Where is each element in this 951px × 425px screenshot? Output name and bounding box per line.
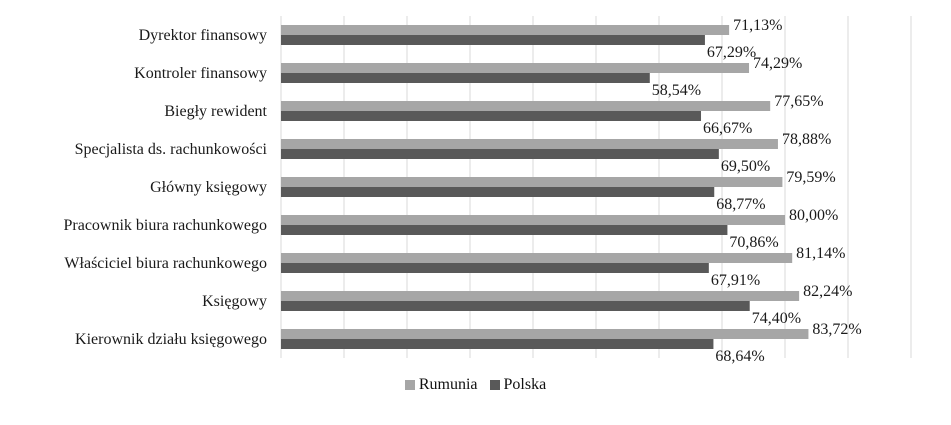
bar-polska-kontroler-finansowy: [281, 73, 650, 83]
bar-rumunia-kontroler-finansowy: [281, 63, 750, 73]
category-label-kierownik-dzialu-ksiegowego: Kierownik działu księgowego: [75, 331, 267, 348]
value-label-polska-wlasciciel-biura-rachunkowego: 67,91%: [711, 272, 760, 289]
category-label-wlasciciel-biura-rachunkowego: Właściciel biura rachunkowego: [64, 255, 267, 272]
value-labels: 71,13% 67,29%74,29% 58,54% 77,65% 66,67% 78,8…: [652, 17, 862, 365]
bar-rumunia-kierownik-dzialu-ksiegowego: [281, 329, 809, 339]
bar-polska-specjalista-ds-rachunkowosci: [281, 149, 719, 159]
bar-polska-dyrektor-finansowy: [281, 35, 705, 45]
category-label-glowny-ksiegowy: Główny księgowy: [150, 179, 267, 196]
value-label-rumunia-kontroler-finansowy: 74,29%: [753, 55, 802, 72]
category-labels: Dyrektor finansowy Kontroler finansowy Bie…: [64, 27, 268, 348]
bar-polska-wlasciciel-biura-rachunkowego: [281, 263, 709, 273]
bar-rumunia-pracownik-biura-rachunkowego: [281, 215, 785, 225]
bar-polska-glowny-ksiegowy: [281, 187, 715, 197]
legend: Rumunia Polska: [0, 376, 951, 395]
category-label-kontroler-finansowy: Kontroler finansowy: [134, 65, 267, 82]
bars: [281, 25, 809, 349]
legend-item-rumunia: Rumunia: [404, 376, 478, 394]
value-label-rumunia-wlasciciel-biura-rachunkowego: 81,14%: [796, 245, 845, 262]
value-label-rumunia-specjalista-ds-rachunkowosci: 78,88%: [782, 131, 831, 148]
value-label-polska-ksiegowy: 74,40%: [752, 310, 801, 327]
bar-polska-kierownik-dzialu-ksiegowego: [281, 339, 714, 349]
value-label-polska-kontroler-finansowy: 58,54%: [652, 82, 701, 99]
bar-polska-ksiegowy: [281, 301, 750, 311]
value-label-rumunia-dyrektor-finansowy: 71,13%: [733, 17, 782, 34]
bar-rumunia-wlasciciel-biura-rachunkowego: [281, 253, 793, 263]
bar-rumunia-glowny-ksiegowy: [281, 177, 783, 187]
value-label-rumunia-pracownik-biura-rachunkowego: 80,00%: [789, 207, 838, 224]
value-label-rumunia-glowny-ksiegowy: 79,59%: [786, 169, 835, 186]
value-label-polska-pracownik-biura-rachunkowego: 70,86%: [729, 234, 778, 251]
value-label-rumunia-biegly-rewident: 77,65%: [774, 93, 823, 110]
category-label-pracownik-biura-rachunkowego: Pracownik biura rachunkowego: [64, 217, 268, 234]
category-label-dyrektor-finansowy: Dyrektor finansowy: [139, 27, 267, 44]
bar-rumunia-specjalista-ds-rachunkowosci: [281, 139, 778, 149]
bar-polska-pracownik-biura-rachunkowego: [281, 225, 728, 235]
legend-swatch-polska: [489, 380, 500, 390]
value-label-polska-kierownik-dzialu-ksiegowego: 68,64%: [715, 348, 764, 365]
legend-item-polska: Polska: [489, 376, 547, 394]
bar-polska-biegly-rewident: [281, 111, 702, 121]
value-label-rumunia-kierownik-dzialu-ksiegowego: 83,72%: [812, 321, 861, 338]
value-label-polska-biegly-rewident: 66,67%: [703, 120, 752, 137]
value-label-polska-dyrektor-finansowy: 67,29%: [707, 44, 756, 61]
bar-rumunia-ksiegowy: [281, 291, 800, 301]
value-label-rumunia-ksiegowy: 82,24%: [803, 283, 852, 300]
bar-rumunia-biegly-rewident: [281, 101, 771, 111]
category-label-biegly-rewident: Biegły rewident: [164, 103, 267, 120]
legend-label-rumunia: Rumunia: [418, 376, 478, 393]
bar-rumunia-dyrektor-finansowy: [281, 25, 730, 35]
value-label-polska-glowny-ksiegowy: 68,77%: [716, 196, 765, 213]
value-label-polska-specjalista-ds-rachunkowosci: 69,50%: [721, 158, 770, 175]
legend-label-polska: Polska: [503, 376, 547, 393]
category-label-ksiegowy: Księgowy: [202, 293, 267, 310]
legend-swatch-rumunia: [404, 380, 415, 390]
category-label-specjalista-ds-rachunkowosci: Specjalista ds. rachunkowości: [75, 141, 268, 158]
